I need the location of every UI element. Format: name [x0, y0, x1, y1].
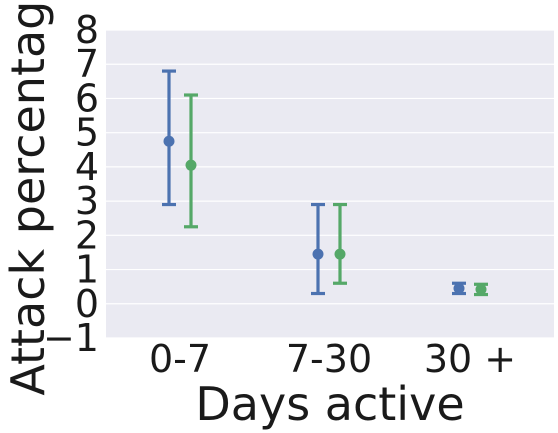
- y-tick-label: −1: [43, 316, 99, 360]
- y-tick-label: 0: [75, 282, 99, 326]
- y-axis-label: Attack percentage: [1, 0, 55, 396]
- data-point: [312, 248, 324, 260]
- series-2: [184, 93, 488, 297]
- data-point: [453, 282, 465, 294]
- x-tick-labels: 0-7 7-30 30 +: [149, 337, 516, 381]
- plot-area: [106, 30, 554, 338]
- y-tick-label: 6: [75, 76, 99, 120]
- y-tick-label: 4: [75, 145, 99, 189]
- data-marks: [162, 69, 488, 297]
- series-1: [162, 69, 466, 296]
- y-tick-label: 8: [75, 8, 99, 52]
- y-tick-label: 1: [75, 248, 99, 292]
- x-tick-label: 30 +: [424, 337, 516, 381]
- x-tick-label: 7-30: [286, 337, 372, 381]
- y-tick-label: 3: [75, 179, 99, 223]
- x-axis-label: Days active: [195, 377, 464, 431]
- gridlines: [106, 29, 554, 339]
- x-tick-label: 0-7: [149, 337, 211, 381]
- y-tick-label: 2: [75, 213, 99, 257]
- data-point: [163, 135, 175, 147]
- y-tick-label: 7: [75, 42, 99, 86]
- y-tick-label: 5: [75, 111, 99, 155]
- data-point: [185, 159, 197, 171]
- data-point: [334, 248, 346, 260]
- data-point: [475, 283, 487, 295]
